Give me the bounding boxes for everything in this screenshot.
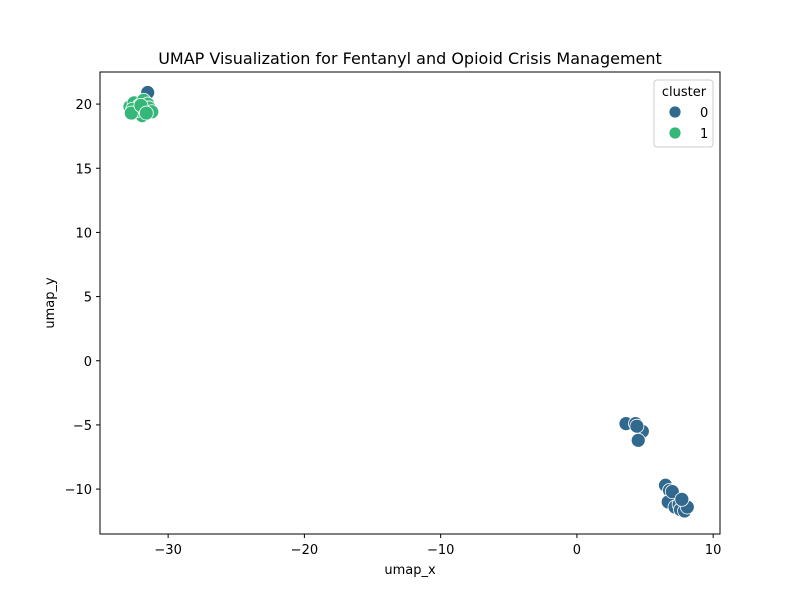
scatter-point-cluster-0 [629,418,645,434]
x-axis: −30 −20 −10 0 10 [154,534,721,558]
x-tick-label: 10 [705,543,722,558]
y-axis: −10 −5 0 5 10 15 20 [65,98,100,498]
legend-marker-cluster-0 [668,105,682,119]
chart-title: UMAP Visualization for Fentanyl and Opio… [158,49,662,68]
plot-frame [99,71,721,535]
y-tick-label: −10 [65,483,92,498]
legend-marker-cluster-1 [668,126,682,140]
y-tick-label: 0 [84,355,92,370]
x-tick-label: −10 [427,543,454,558]
legend-title: cluster [662,85,707,100]
x-tick-label: −20 [291,543,318,558]
y-tick-label: 15 [75,162,92,177]
x-tick-label: −30 [154,543,181,558]
y-axis-label: umap_y [43,277,58,329]
legend-label-cluster-1: 1 [700,127,708,142]
x-axis-label: umap_x [384,563,436,578]
y-tick-label: 10 [75,226,92,241]
x-tick-label: 0 [573,543,581,558]
legend: cluster 0 1 [653,79,714,148]
scatter-point-cluster-0 [674,491,690,507]
y-tick-label: −5 [73,419,92,434]
scatter-point-cluster-1 [138,105,154,121]
scatter-point-cluster-0 [630,432,646,448]
y-tick-label: 5 [84,291,92,306]
y-tick-label: 20 [75,98,92,113]
legend-label-cluster-0: 0 [700,106,708,121]
legend-box [653,79,714,148]
points-layer [122,85,695,519]
